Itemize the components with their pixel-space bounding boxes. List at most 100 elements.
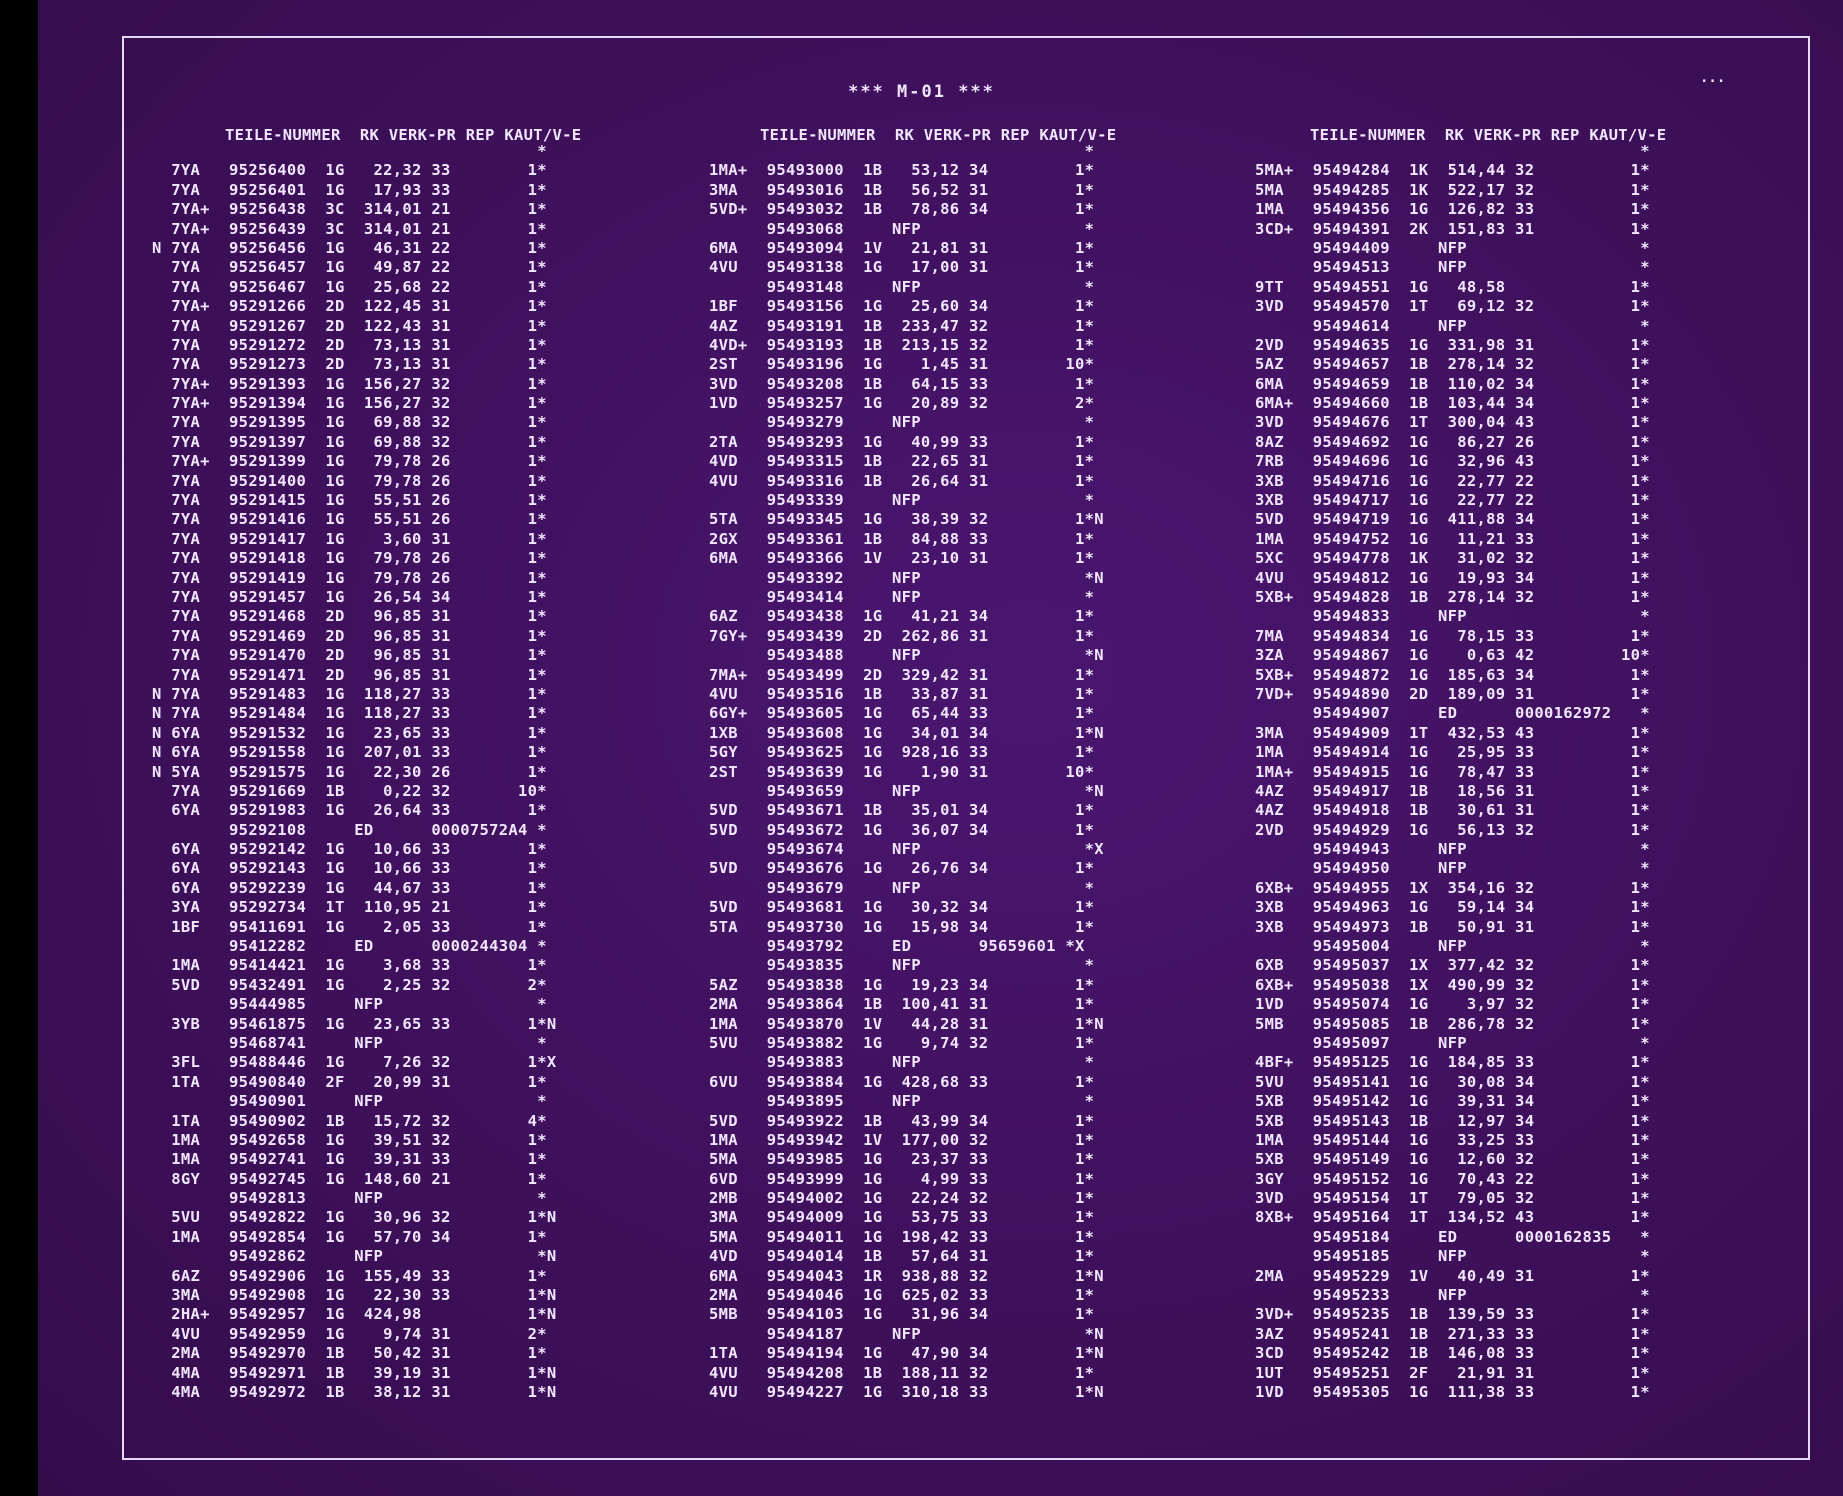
- parts-row: 95494907 ED 0000162972 *: [1255, 704, 1650, 723]
- parts-row: 7YA 95291397 1G 69,88 32 1*: [152, 432, 547, 451]
- column-header-3: TEILE-NUMMER RK VERK-PR REP KAUT/V-E: [1310, 126, 1667, 144]
- parts-row: 1VD 95495074 1G 3,97 32 1*: [1255, 995, 1650, 1014]
- parts-row: 95494187 NFP *N: [709, 1324, 1104, 1343]
- parts-row: 5VU 95493882 1G 9,74 32 1*: [709, 1033, 1095, 1052]
- parts-row: 1VD 95493257 1G 20,89 32 2*: [709, 394, 1095, 413]
- parts-row: 95493392 NFP *N: [709, 568, 1104, 587]
- parts-row: 7YA 95256400 1G 22,32 33 1*: [152, 161, 547, 180]
- parts-row: 5GY 95493625 1G 928,16 33 1*: [709, 743, 1095, 762]
- parts-row: 7YA 95291417 1G 3,60 31 1*: [152, 529, 547, 548]
- parts-row: N 6YA 95291558 1G 207,01 33 1*: [152, 743, 547, 762]
- parts-row: 4MA 95492971 1B 39,19 31 1*N: [152, 1363, 557, 1382]
- parts-row: 1MA 95492658 1G 39,51 32 1*: [152, 1130, 547, 1149]
- parts-row: 5XB 95495143 1B 12,97 34 1*: [1255, 1111, 1650, 1130]
- parts-row: 6XB+ 95495038 1X 490,99 32 1*: [1255, 975, 1650, 994]
- parts-row: 6GY+ 95493605 1G 65,44 33 1*: [709, 704, 1095, 723]
- parts-row: 5VD 95493676 1G 26,76 34 1*: [709, 859, 1095, 878]
- parts-row: 95495185 NFP *: [1255, 1247, 1650, 1266]
- parts-row: 3MA 95493016 1B 56,52 31 1*: [709, 180, 1095, 199]
- parts-row: 1UT 95495251 2F 21,91 31 1*: [1255, 1363, 1650, 1382]
- parts-row: 1MA+ 95494915 1G 78,47 33 1*: [1255, 762, 1650, 781]
- parts-row: 5VU 95492822 1G 30,96 32 1*N: [152, 1208, 557, 1227]
- parts-row: 3XB 95494717 1G 22,77 22 1*: [1255, 491, 1650, 510]
- parts-row: 2MB 95494002 1G 22,24 32 1*: [709, 1189, 1095, 1208]
- parts-row: 7YA 95291267 2D 122,43 31 1*: [152, 316, 547, 335]
- parts-row: 7YA 95291468 2D 96,85 31 1*: [152, 607, 547, 626]
- parts-row: 7YA+ 95291393 1G 156,27 32 1*: [152, 374, 547, 393]
- parts-row: 5VD+ 95493032 1B 78,86 34 1*: [709, 200, 1095, 219]
- parts-row: 4MA 95492972 1B 38,12 31 1*N: [152, 1383, 557, 1401]
- parts-row: 95412282 ED 0000244304 *: [152, 937, 547, 956]
- parts-column-1: * 7YA 95256400 1G 22,32 33 1* 7YA 952564…: [152, 142, 557, 1402]
- page-frame: [122, 36, 1810, 1460]
- parts-row: 2MA 95494046 1G 625,02 33 1*: [709, 1286, 1095, 1305]
- parts-row: 2MA 95493864 1B 100,41 31 1*: [709, 995, 1095, 1014]
- parts-row: N 5YA 95291575 1G 22,30 26 1*: [152, 762, 547, 781]
- parts-row: 95494409 NFP *: [1255, 238, 1650, 257]
- parts-row: 1MA 95493942 1V 177,00 32 1*: [709, 1130, 1095, 1149]
- parts-row: 1MA+ 95493000 1B 53,12 34 1*: [709, 161, 1095, 180]
- parts-row: 7YA 95291272 2D 73,13 31 1*: [152, 335, 547, 354]
- parts-row: 2VD 95494929 1G 56,13 32 1*: [1255, 820, 1650, 839]
- parts-row: 4VU 95494227 1G 310,18 33 1*N: [709, 1383, 1104, 1401]
- parts-row: 95493792 ED 95659601 *X: [709, 937, 1085, 956]
- parts-row: 5VD 95493922 1B 43,99 34 1*: [709, 1111, 1095, 1130]
- parts-row: 95495004 NFP *: [1255, 937, 1650, 956]
- parts-row: 6VU 95493884 1G 428,68 33 1*: [709, 1072, 1095, 1091]
- page-title: *** M-01 ***: [848, 82, 995, 102]
- parts-row: 95494950 NFP *: [1255, 859, 1650, 878]
- parts-row: 4AZ 95494917 1B 18,56 31 1*: [1255, 781, 1650, 800]
- parts-row: 1MA 95494752 1G 11,21 33 1*: [1255, 529, 1650, 548]
- parts-row: 1MA 95492741 1G 39,31 33 1*: [152, 1150, 547, 1169]
- parts-row: 95490901 NFP *: [152, 1092, 547, 1111]
- parts-row: 3GY 95495152 1G 70,43 22 1*: [1255, 1169, 1650, 1188]
- parts-row: 6MA+ 95494660 1B 103,44 34 1*: [1255, 394, 1650, 413]
- parts-row: 6MA 95494659 1B 110,02 34 1*: [1255, 374, 1650, 393]
- parts-row: 5MA 95494285 1K 522,17 32 1*: [1255, 180, 1650, 199]
- parts-row: 7YA 95291471 2D 96,85 31 1*: [152, 665, 547, 684]
- parts-row: 5MA 95494011 1G 198,42 33 1*: [709, 1227, 1095, 1246]
- parts-row: 5TA 95493345 1G 38,39 32 1*N: [709, 510, 1104, 529]
- parts-row: 95495233 NFP *: [1255, 1286, 1650, 1305]
- parts-row: 3ZA 95494867 1G 0,63 42 10*: [1255, 646, 1650, 665]
- parts-row: 7YA 95291400 1G 79,78 26 1*: [152, 471, 547, 490]
- parts-row: 95495097 NFP *: [1255, 1033, 1650, 1052]
- parts-row: 5VD 95494719 1G 411,88 34 1*: [1255, 510, 1650, 529]
- microfiche-sheet: [38, 0, 1843, 1496]
- parts-row: *: [152, 142, 547, 160]
- parts-row: 5TA 95493730 1G 15,98 34 1*: [709, 917, 1095, 936]
- parts-row: 8AZ 95494692 1G 86,27 26 1*: [1255, 432, 1650, 451]
- parts-row: 3CD 95495242 1B 146,08 33 1*: [1255, 1344, 1650, 1363]
- parts-row: 95493488 NFP *N: [709, 646, 1104, 665]
- parts-row: 4AZ 95494918 1B 30,61 31 1*: [1255, 801, 1650, 820]
- parts-row: 95492813 NFP *: [152, 1189, 547, 1208]
- parts-row: 5AZ 95493838 1G 19,23 34 1*: [709, 975, 1095, 994]
- parts-row: 7YA+ 95291394 1G 156,27 32 1*: [152, 394, 547, 413]
- parts-row: 5VD 95493681 1G 30,32 34 1*: [709, 898, 1095, 917]
- parts-row: 7YA+ 95256438 3C 314,01 21 1*: [152, 200, 547, 219]
- margin-scribble: ...: [1700, 70, 1726, 86]
- parts-row: 1MA 95495144 1G 33,25 33 1*: [1255, 1130, 1650, 1149]
- parts-row: 3MA 95494009 1G 53,75 33 1*: [709, 1208, 1095, 1227]
- parts-row: 4VU 95494208 1B 188,11 32 1*: [709, 1363, 1095, 1382]
- parts-row: 95494513 NFP *: [1255, 258, 1650, 277]
- parts-row: 6AZ 95493438 1G 41,21 34 1*: [709, 607, 1095, 626]
- parts-row: 7YA 95256401 1G 17,93 33 1*: [152, 180, 547, 199]
- parts-row: 95493895 NFP *: [709, 1092, 1095, 1111]
- parts-row: 4VU 95493138 1G 17,00 31 1*: [709, 258, 1095, 277]
- parts-row: 95493279 NFP *: [709, 413, 1095, 432]
- parts-row: 1TA 95490902 1B 15,72 32 4*: [152, 1111, 547, 1130]
- parts-row: *: [1255, 142, 1650, 160]
- parts-row: 1MA 95492854 1G 57,70 34 1*: [152, 1227, 547, 1246]
- parts-row: 95493148 NFP *: [709, 277, 1095, 296]
- parts-row: 95494614 NFP *: [1255, 316, 1650, 335]
- parts-row: 7YA 95291457 1G 26,54 34 1*: [152, 587, 547, 606]
- parts-row: 7MA 95494834 1G 78,15 33 1*: [1255, 626, 1650, 645]
- parts-row: 4AZ 95493191 1B 233,47 32 1*: [709, 316, 1095, 335]
- parts-row: 5VU 95495141 1G 30,08 34 1*: [1255, 1072, 1650, 1091]
- parts-row: 9TT 95494551 1G 48,58 1*: [1255, 277, 1650, 296]
- parts-row: 7MA+ 95493499 2D 329,42 31 1*: [709, 665, 1095, 684]
- parts-row: 6MA 95493366 1V 23,10 31 1*: [709, 549, 1095, 568]
- parts-row: 3YA 95292734 1T 110,95 21 1*: [152, 898, 547, 917]
- parts-row: 7VD+ 95494890 2D 189,09 31 1*: [1255, 684, 1650, 703]
